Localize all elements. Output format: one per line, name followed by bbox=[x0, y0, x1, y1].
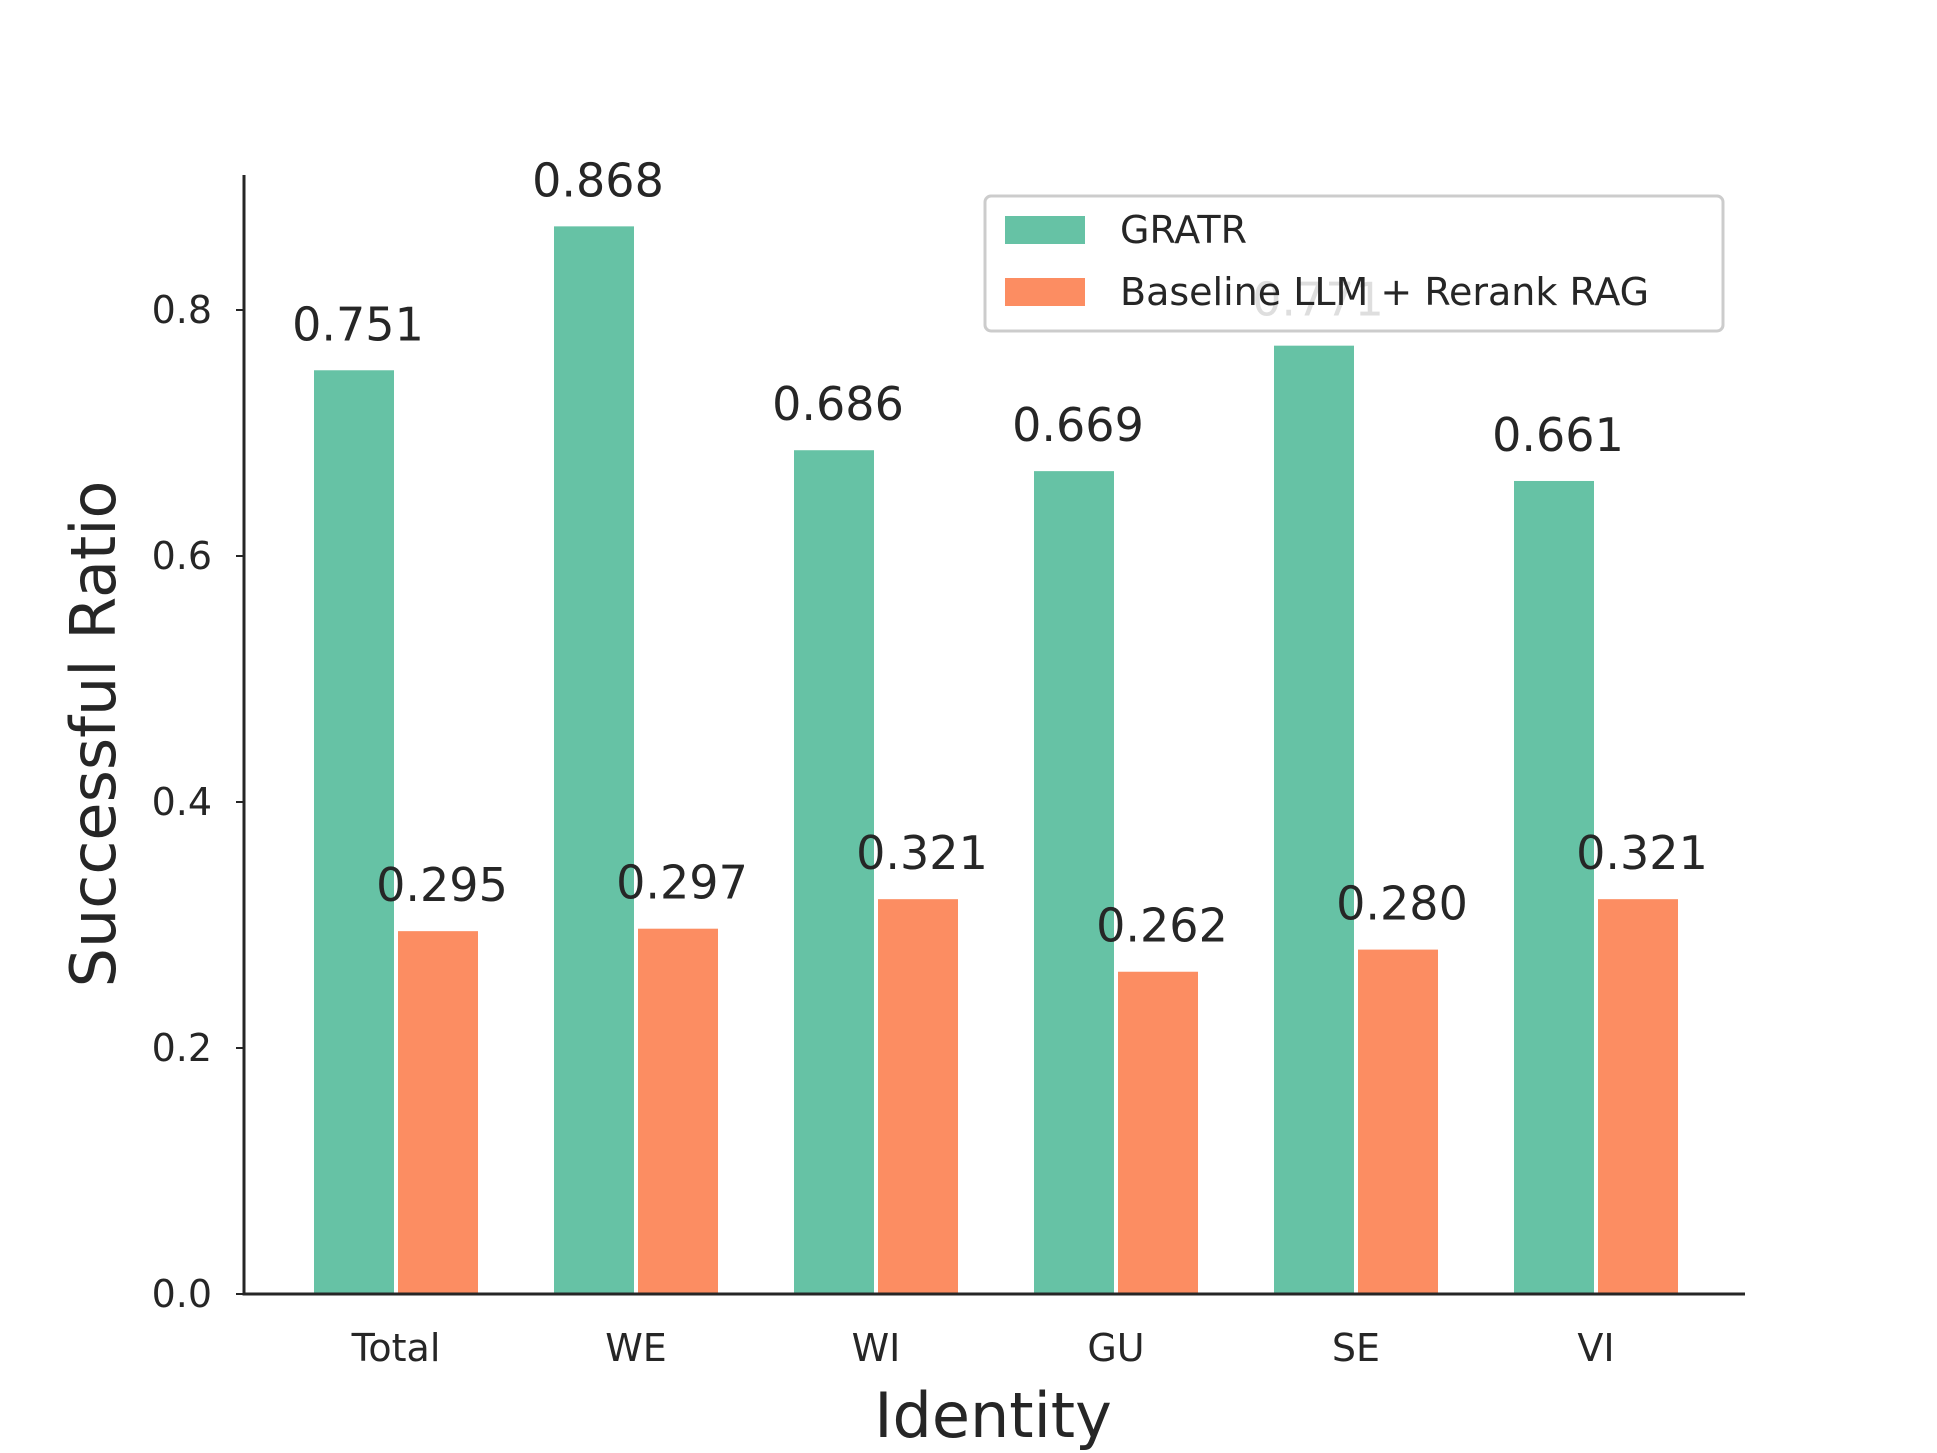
x-tick-label: GU bbox=[1087, 1326, 1144, 1370]
data-label-baseline-llm-rerank-rag-vi: 0.321 bbox=[1576, 826, 1708, 880]
y-tick-label: 0.2 bbox=[152, 1026, 212, 1070]
x-tick-label: WI bbox=[852, 1326, 901, 1370]
x-tick-label: Total bbox=[351, 1326, 441, 1370]
x-tick-label: SE bbox=[1332, 1326, 1380, 1370]
bar-baseline-llm-rerank-rag-wi bbox=[878, 899, 958, 1294]
legend-frame bbox=[983, 194, 1725, 333]
data-label-gratr-gu: 0.669 bbox=[1012, 398, 1144, 452]
legend-label-baseline: Baseline LLM + Rerank RAG bbox=[1120, 270, 1649, 314]
y-tick-label: 0.8 bbox=[152, 288, 212, 332]
bar-gratr-total bbox=[314, 370, 394, 1294]
data-label-gratr-we: 0.868 bbox=[532, 153, 664, 207]
bar-gratr-se bbox=[1274, 345, 1354, 1294]
x-ticks-layer: Total WE WI GU SE VI bbox=[351, 1326, 1615, 1370]
data-label-baseline-llm-rerank-rag-total: 0.295 bbox=[376, 858, 508, 912]
legend: GRATR Baseline LLM + Rerank RAG bbox=[983, 194, 1725, 333]
bar-gratr-wi bbox=[794, 450, 874, 1295]
bar-baseline-llm-rerank-rag-we bbox=[638, 928, 718, 1294]
bar-baseline-llm-rerank-rag-total bbox=[398, 931, 478, 1294]
y-tick-label: 0.6 bbox=[152, 534, 212, 578]
y-tick-label: 0.0 bbox=[152, 1272, 212, 1316]
bar-baseline-llm-rerank-rag-se bbox=[1358, 949, 1438, 1294]
x-tick-label: VI bbox=[1577, 1326, 1614, 1370]
bar-baseline-llm-rerank-rag-vi bbox=[1598, 899, 1678, 1294]
data-label-baseline-llm-rerank-rag-gu: 0.262 bbox=[1096, 899, 1228, 953]
x-axis-title: Identity bbox=[874, 1379, 1112, 1452]
data-label-baseline-llm-rerank-rag-we: 0.297 bbox=[616, 856, 748, 910]
bar-gratr-we bbox=[554, 226, 634, 1295]
bar-gratr-vi bbox=[1514, 480, 1594, 1295]
x-tick-label: WE bbox=[605, 1326, 667, 1370]
data-label-baseline-llm-rerank-rag-se: 0.280 bbox=[1336, 877, 1468, 931]
bars-layer bbox=[314, 226, 1678, 1295]
legend-swatch-gratr bbox=[1005, 216, 1085, 244]
axes-layer bbox=[242, 175, 1745, 1296]
bar-baseline-llm-rerank-rag-gu bbox=[1118, 971, 1198, 1294]
y-tick-label: 0.4 bbox=[152, 780, 212, 824]
data-label-gratr-vi: 0.661 bbox=[1492, 408, 1624, 462]
data-label-baseline-llm-rerank-rag-wi: 0.321 bbox=[856, 826, 988, 880]
data-label-gratr-total: 0.751 bbox=[292, 297, 424, 351]
y-axis-title: Successful Ratio bbox=[57, 481, 130, 988]
legend-swatch-baseline bbox=[1005, 278, 1085, 306]
bar-gratr-gu bbox=[1034, 471, 1114, 1294]
y-ticks-layer: 0.0 0.2 0.4 0.6 0.8 bbox=[152, 288, 244, 1316]
legend-label-gratr: GRATR bbox=[1120, 208, 1247, 252]
data-label-gratr-wi: 0.686 bbox=[772, 377, 904, 431]
